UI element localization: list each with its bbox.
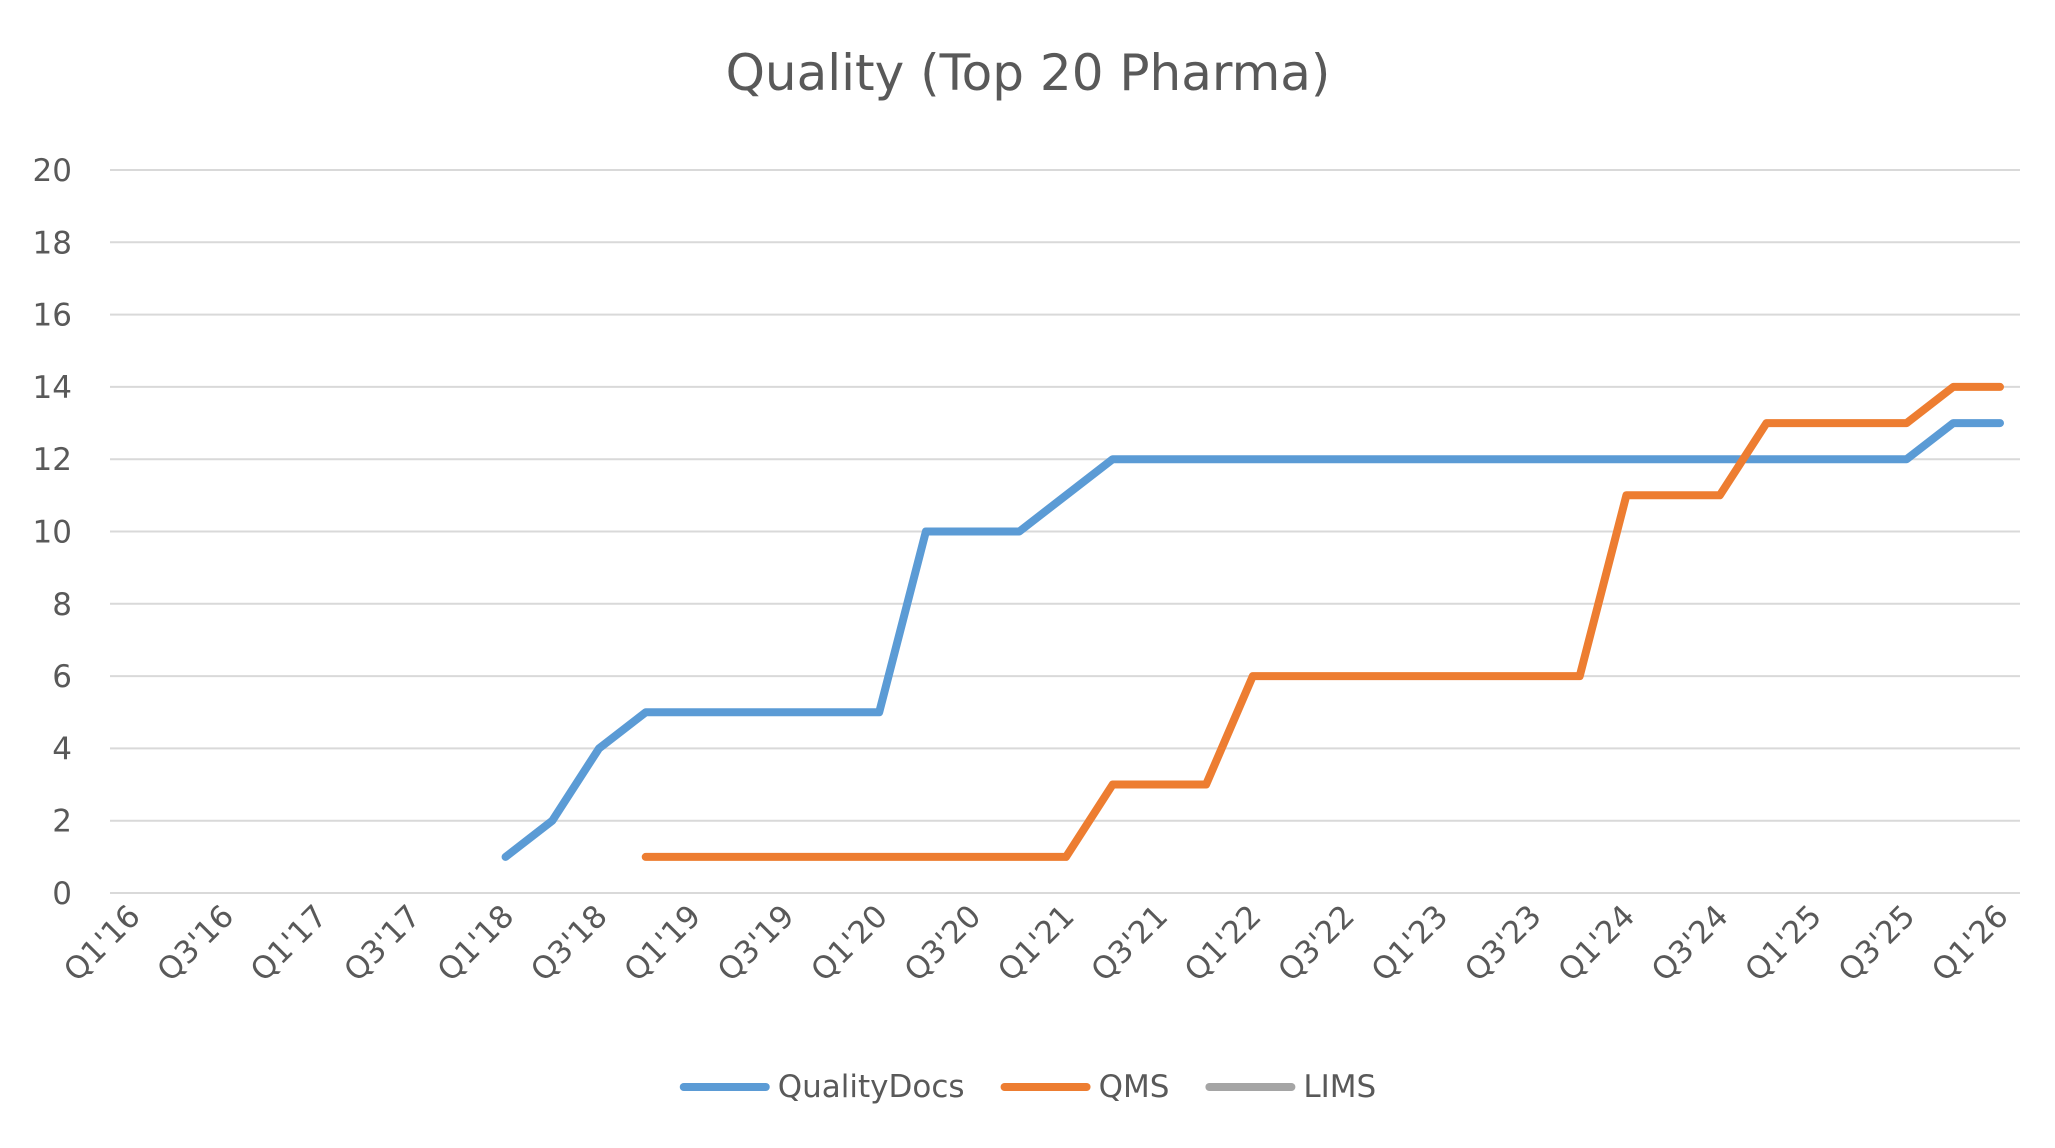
- x-tick-label: Q3'20: [898, 898, 989, 989]
- x-tick-label: Q1'23: [1365, 898, 1456, 989]
- y-tick-label: 4: [52, 731, 72, 767]
- x-tick-label: Q3'24: [1645, 898, 1736, 989]
- x-tick-label: Q1'25: [1738, 898, 1829, 989]
- chart-title: Quality (Top 20 Pharma): [726, 44, 1331, 102]
- x-tick-label: Q3'25: [1832, 898, 1923, 989]
- x-tick-label: Q3'17: [337, 898, 428, 989]
- x-tick-label: Q1'19: [617, 898, 708, 989]
- y-tick-label: 12: [33, 442, 72, 478]
- x-tick-label: Q3'19: [711, 898, 802, 989]
- y-tick-label: 6: [52, 659, 72, 695]
- y-tick-label: 14: [33, 370, 72, 406]
- series-line-qms: [641, 382, 2004, 861]
- y-tick-label: 2: [52, 804, 72, 840]
- x-tick-label: Q1'17: [244, 898, 335, 989]
- y-tick-label: 20: [33, 153, 72, 189]
- x-tick-label: Q1'22: [1178, 898, 1269, 989]
- x-tick-label: Q1'26: [1925, 898, 2016, 989]
- y-tick-label: 0: [52, 876, 72, 912]
- y-tick-label: 8: [52, 587, 72, 623]
- series-line-qualitydocs: [501, 419, 2004, 861]
- legend: QualityDocs QMS LIMS: [679, 1069, 1376, 1105]
- y-tick-label: 18: [33, 225, 72, 261]
- series-lines: [501, 382, 2004, 861]
- x-tick-label: Q1'24: [1551, 898, 1642, 989]
- x-tick-label: Q1'18: [431, 898, 522, 989]
- legend-label-qualitydocs: QualityDocs: [778, 1069, 965, 1105]
- x-axis-ticks: Q1'16 Q3'16 Q1'17 Q3'17 Q1'18 Q3'18 Q1'19 Q3'19…: [57, 898, 2016, 989]
- legend-label-lims: LIMS: [1303, 1069, 1376, 1105]
- x-tick-label: Q1'21: [991, 898, 1082, 989]
- x-tick-label: Q3'23: [1458, 898, 1549, 989]
- legend-label-qms: QMS: [1099, 1069, 1170, 1105]
- x-tick-label: Q1'20: [804, 898, 895, 989]
- gridlines: [110, 169, 2020, 894]
- y-tick-label: 16: [33, 298, 72, 334]
- y-axis-ticks: 0 2 4 6 8 10 12 14 16 18 20: [33, 153, 72, 912]
- x-tick-label: Q3'22: [1271, 898, 1362, 989]
- x-tick-label: Q3'18: [524, 898, 615, 989]
- y-tick-label: 10: [33, 515, 72, 551]
- x-tick-label: Q3'21: [1084, 898, 1175, 989]
- x-tick-label: Q3'16: [150, 898, 241, 989]
